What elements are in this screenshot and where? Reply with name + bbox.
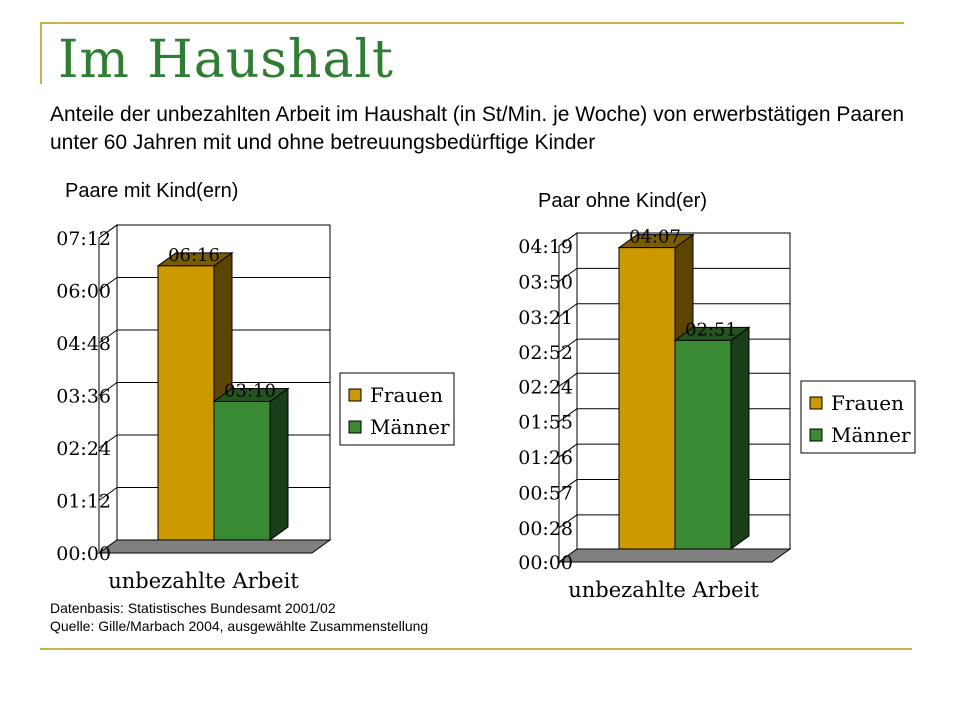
y-tick-label: 01:12 [56, 491, 111, 513]
gridline-depth [98, 434, 118, 449]
y-tick-label: 06:00 [56, 281, 111, 303]
page-title: Im Haushalt [58, 30, 394, 90]
legend-label: Frauen [831, 391, 904, 415]
legend-swatch [348, 420, 362, 434]
gridline-depth [558, 338, 578, 353]
left-rule [40, 22, 42, 84]
gridline-depth [558, 514, 578, 529]
gridline-depth [98, 224, 118, 239]
gridline-depth [558, 303, 578, 318]
legend-swatch [348, 388, 362, 402]
gridline-depth [558, 232, 578, 247]
data-label: 04:07 [629, 227, 681, 248]
chart-heading-without-children: Paar ohne Kind(er) [538, 190, 707, 212]
legend: Frauen Männer [800, 380, 916, 454]
y-tick-label: 07:12 [56, 228, 111, 250]
gridline-depth [558, 408, 578, 423]
gridline-depth [98, 277, 118, 291]
bar-maenner [673, 326, 751, 550]
bar-front [674, 339, 732, 550]
y-tick-label: 02:52 [518, 342, 573, 364]
y-tick-label: 04:19 [518, 236, 573, 258]
y-tick-label: 00:57 [518, 482, 573, 504]
plot-floor [97, 539, 332, 554]
bar-maenner [212, 387, 290, 541]
gridline-depth [98, 487, 118, 501]
chart-2: 00:00 00:28 00:57 01:26 01:55 02:24 02:52 03:21… [518, 227, 916, 602]
y-tick-label: 02:24 [56, 438, 111, 460]
y-tick-label: 02:24 [518, 376, 573, 398]
y-tick-label: 00:28 [518, 518, 573, 540]
legend-swatch [809, 428, 823, 442]
plot-floor [557, 548, 792, 563]
legend: Frauen Männer [339, 372, 455, 446]
y-tick-label: 01:26 [518, 447, 573, 469]
data-label: 03:10 [224, 380, 276, 401]
x-axis-label: unbezahlte Arbeit [108, 569, 299, 593]
y-tick-label: 03:21 [518, 307, 573, 329]
source-line-citation: Quelle: Gille/Marbach 2004, ausgewählte … [50, 618, 429, 634]
legend-label: Frauen [370, 383, 443, 407]
bar-front [213, 400, 271, 541]
legend-label: Männer [831, 423, 911, 447]
top-rule [40, 22, 904, 24]
legend-swatch [809, 396, 823, 410]
source-note: Datenbasis: Statistisches Bundesamt 2001… [50, 599, 428, 635]
data-label: 06:16 [168, 245, 220, 266]
gridline-depth [558, 372, 578, 387]
data-label: 02:51 [685, 319, 737, 340]
gridline-depth [558, 267, 578, 282]
gridline-depth [558, 443, 578, 458]
gridline-depth [98, 382, 118, 396]
y-tick-label: 00:00 [518, 552, 573, 574]
y-tick-label: 00:00 [56, 543, 111, 565]
source-line-data-basis: Datenbasis: Statistisches Bundesamt 2001… [50, 600, 336, 616]
bar-front [157, 265, 215, 541]
gridline-depth [98, 329, 118, 344]
gridline-depth [558, 479, 578, 493]
bar-side [269, 387, 289, 541]
x-axis-label: unbezahlte Arbeit [568, 578, 759, 602]
page-subtitle: Anteile der unbezahlten Arbeit im Hausha… [50, 103, 905, 154]
y-tick-label: 03:50 [518, 271, 573, 293]
bottom-rule [40, 648, 912, 650]
bar-side [730, 326, 750, 550]
y-tick-label: 04:48 [56, 333, 111, 355]
legend-label: Männer [370, 415, 450, 439]
y-tick-label: 01:55 [518, 412, 573, 434]
chart-1: 00:00 01:12 02:24 03:36 04:48 06:00 07:12 06:16… [56, 224, 455, 593]
chart-heading-with-children: Paare mit Kind(ern) [65, 180, 239, 202]
bar-front [618, 247, 676, 550]
y-tick-label: 03:36 [56, 386, 111, 408]
